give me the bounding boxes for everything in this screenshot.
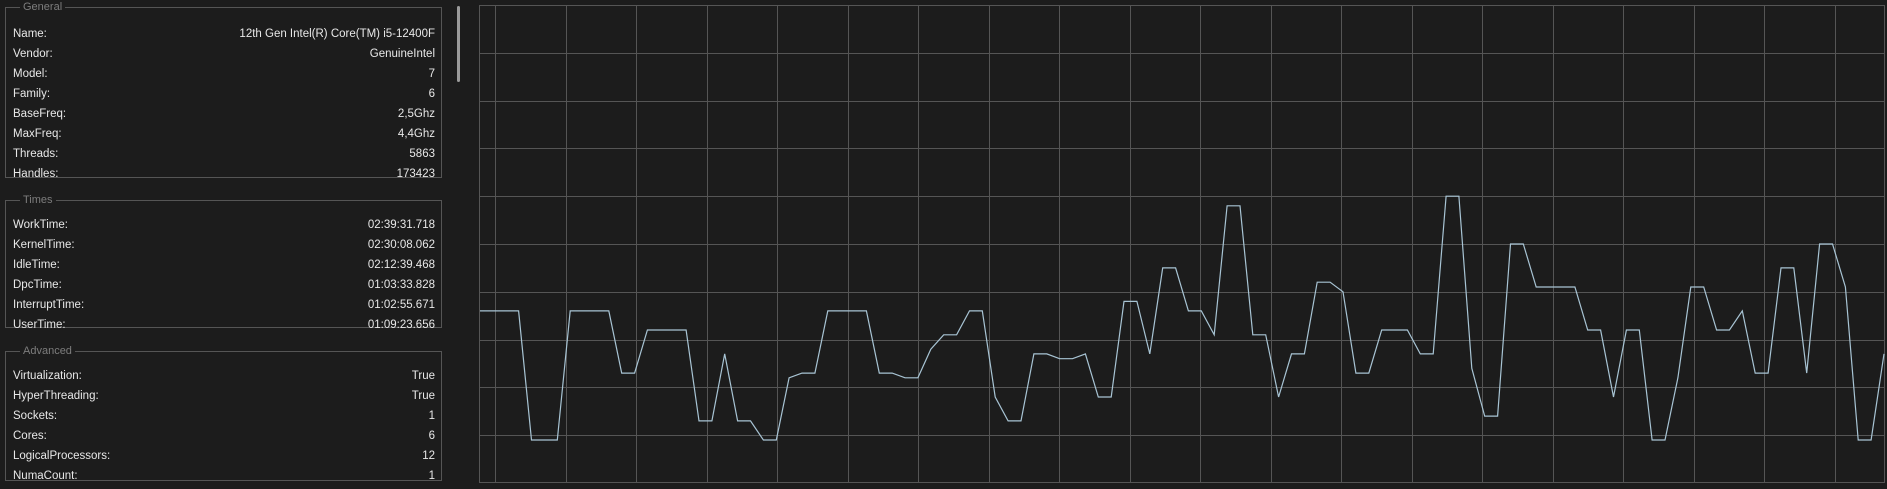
info-row: DpcTime: 01:03:33.828	[6, 275, 441, 295]
info-row: Cores: 6	[6, 426, 441, 446]
info-value: 6	[428, 88, 435, 100]
info-label: Handles:	[13, 168, 59, 180]
info-row: Vendor: GenuineIntel	[6, 44, 441, 64]
info-row: Model: 7	[6, 64, 441, 84]
info-value: 2,5Ghz	[397, 108, 435, 120]
info-value: 02:12:39.468	[367, 259, 435, 271]
info-label: InterruptTime:	[13, 299, 85, 311]
scrollbar-thumb[interactable]	[457, 6, 460, 82]
info-label: BaseFreq:	[13, 108, 67, 120]
info-row: BaseFreq: 2,5Ghz	[6, 104, 441, 124]
info-value: 12th Gen Intel(R) Core(TM) i5-12400F	[239, 28, 435, 40]
times-legend: Times	[23, 194, 53, 206]
info-label: KernelTime:	[13, 239, 75, 251]
cpu-info-panel: General Name: 12th Gen Intel(R) Core(TM) …	[0, 0, 470, 489]
info-label: NumaCount:	[13, 470, 78, 482]
info-row: InterruptTime: 01:02:55.671	[6, 295, 441, 315]
info-row: Threads: 5863	[6, 144, 441, 164]
info-label: IdleTime:	[13, 259, 60, 271]
info-value: 1	[428, 470, 435, 482]
info-value: 02:39:31.718	[367, 219, 435, 231]
info-label: DpcTime:	[13, 279, 62, 291]
info-label: HyperThreading:	[13, 390, 99, 402]
info-label: LogicalProcessors:	[13, 450, 111, 462]
info-row: Name: 12th Gen Intel(R) Core(TM) i5-12400…	[6, 24, 441, 44]
general-group: General Name: 12th Gen Intel(R) Core(TM) …	[5, 1, 442, 180]
info-value: 5863	[409, 148, 435, 160]
advanced-rows: Virtualization: True HyperThreading: True So…	[6, 366, 441, 486]
general-rows: Name: 12th Gen Intel(R) Core(TM) i5-12400…	[6, 24, 441, 184]
advanced-group: Advanced Virtualization: True HyperThreadi…	[5, 345, 442, 482]
cpu-usage-chart-svg	[479, 5, 1885, 483]
info-row: Sockets: 1	[6, 406, 441, 426]
info-value: GenuineIntel	[369, 48, 435, 60]
info-value: 12	[422, 450, 435, 462]
info-value: 01:09:23.656	[367, 319, 435, 331]
info-label: Name:	[13, 28, 47, 40]
info-label: Threads:	[13, 148, 59, 160]
info-row: Virtualization: True	[6, 366, 441, 386]
info-row: Handles: 173423	[6, 164, 441, 184]
info-row: LogicalProcessors: 12	[6, 446, 441, 466]
info-label: Model:	[13, 68, 48, 80]
info-row: UserTime: 01:09:23.656	[6, 315, 441, 335]
info-row: NumaCount: 1	[6, 466, 441, 486]
cpu-usage-chart	[479, 5, 1885, 483]
info-value: True	[411, 370, 435, 382]
info-label: Vendor:	[13, 48, 53, 60]
info-row: HyperThreading: True	[6, 386, 441, 406]
vertical-scrollbar[interactable]	[457, 4, 463, 484]
info-value: 02:30:08.062	[367, 239, 435, 251]
info-value: 4,4Ghz	[397, 128, 435, 140]
info-value: 01:02:55.671	[367, 299, 435, 311]
cpu-usage-series-line	[480, 195, 1885, 441]
info-label: WorkTime:	[13, 219, 68, 231]
advanced-legend: Advanced	[23, 345, 72, 357]
info-value: 7	[428, 68, 435, 80]
info-label: Family:	[13, 88, 51, 100]
info-row: WorkTime: 02:39:31.718	[6, 215, 441, 235]
info-label: UserTime:	[13, 319, 66, 331]
info-value: 6	[428, 430, 435, 442]
general-legend: General	[23, 1, 63, 13]
info-label: Virtualization:	[13, 370, 82, 382]
info-value: True	[411, 390, 435, 402]
info-value: 173423	[396, 168, 435, 180]
info-value: 1	[428, 410, 435, 422]
info-value: 01:03:33.828	[367, 279, 435, 291]
info-row: Family: 6	[6, 84, 441, 104]
info-row: MaxFreq: 4,4Ghz	[6, 124, 441, 144]
times-group: Times WorkTime: 02:39:31.718 KernelTime: 02…	[5, 194, 442, 331]
info-label: MaxFreq:	[13, 128, 62, 140]
info-label: Sockets:	[13, 410, 58, 422]
times-rows: WorkTime: 02:39:31.718 KernelTime: 02:30:08…	[6, 215, 441, 335]
info-label: Cores:	[13, 430, 47, 442]
info-row: KernelTime: 02:30:08.062	[6, 235, 441, 255]
info-row: IdleTime: 02:12:39.468	[6, 255, 441, 275]
